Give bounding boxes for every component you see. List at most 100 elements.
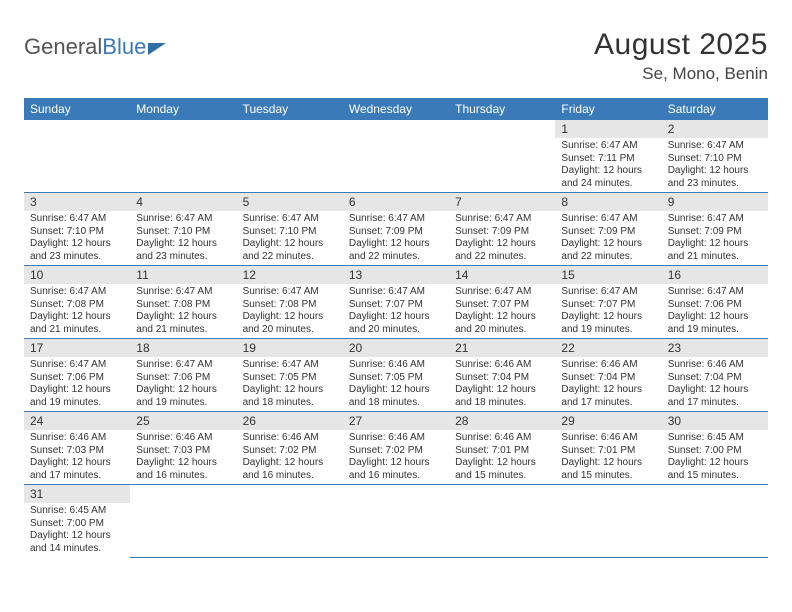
day-number: 19	[237, 339, 343, 357]
day-header: Sunday	[24, 98, 130, 120]
sunrise-line: Sunrise: 6:47 AM	[30, 286, 124, 299]
sunset-line: Sunset: 7:09 PM	[561, 226, 655, 239]
day-number: 14	[449, 266, 555, 284]
calendar-row: 24Sunrise: 6:46 AMSunset: 7:03 PMDayligh…	[24, 412, 768, 485]
sunrise-line: Sunrise: 6:47 AM	[349, 286, 443, 299]
day-number: 25	[130, 412, 236, 430]
sunrise-line: Sunrise: 6:46 AM	[349, 359, 443, 372]
title-block: August 2025 Se, Mono, Benin	[594, 28, 768, 84]
sunrise-line: Sunrise: 6:47 AM	[243, 213, 337, 226]
calendar-cell: 21Sunrise: 6:46 AMSunset: 7:04 PMDayligh…	[449, 339, 555, 412]
day-details: Sunrise: 6:47 AMSunset: 7:07 PMDaylight:…	[555, 284, 661, 338]
day-number: 4	[130, 193, 236, 211]
day-details: Sunrise: 6:45 AMSunset: 7:00 PMDaylight:…	[24, 503, 130, 557]
calendar-row: 17Sunrise: 6:47 AMSunset: 7:06 PMDayligh…	[24, 339, 768, 412]
daylight-line: Daylight: 12 hours and 21 minutes.	[668, 238, 762, 263]
sunrise-line: Sunrise: 6:47 AM	[243, 286, 337, 299]
logo: GeneralBlue	[24, 34, 166, 60]
day-details: Sunrise: 6:46 AMSunset: 7:02 PMDaylight:…	[237, 430, 343, 484]
month-title: August 2025	[594, 28, 768, 62]
sunset-line: Sunset: 7:03 PM	[136, 445, 230, 458]
day-details: Sunrise: 6:47 AMSunset: 7:08 PMDaylight:…	[130, 284, 236, 338]
daylight-line: Daylight: 12 hours and 14 minutes.	[30, 530, 124, 555]
calendar-table: SundayMondayTuesdayWednesdayThursdayFrid…	[24, 98, 768, 558]
day-details: Sunrise: 6:47 AMSunset: 7:09 PMDaylight:…	[555, 211, 661, 265]
day-number: 20	[343, 339, 449, 357]
sunrise-line: Sunrise: 6:47 AM	[561, 286, 655, 299]
calendar-cell-empty	[449, 120, 555, 193]
sunset-line: Sunset: 7:02 PM	[243, 445, 337, 458]
sunset-line: Sunset: 7:08 PM	[30, 299, 124, 312]
daylight-line: Daylight: 12 hours and 21 minutes.	[30, 311, 124, 336]
day-header: Tuesday	[237, 98, 343, 120]
day-details: Sunrise: 6:46 AMSunset: 7:03 PMDaylight:…	[24, 430, 130, 484]
sunrise-line: Sunrise: 6:46 AM	[455, 432, 549, 445]
sunrise-line: Sunrise: 6:47 AM	[243, 359, 337, 372]
sunset-line: Sunset: 7:04 PM	[561, 372, 655, 385]
calendar-cell: 5Sunrise: 6:47 AMSunset: 7:10 PMDaylight…	[237, 193, 343, 266]
daylight-line: Daylight: 12 hours and 22 minutes.	[243, 238, 337, 263]
sunset-line: Sunset: 7:02 PM	[349, 445, 443, 458]
calendar-cell: 22Sunrise: 6:46 AMSunset: 7:04 PMDayligh…	[555, 339, 661, 412]
day-number: 22	[555, 339, 661, 357]
daylight-line: Daylight: 12 hours and 20 minutes.	[349, 311, 443, 336]
daylight-line: Daylight: 12 hours and 20 minutes.	[243, 311, 337, 336]
day-details: Sunrise: 6:47 AMSunset: 7:05 PMDaylight:…	[237, 357, 343, 411]
day-details: Sunrise: 6:47 AMSunset: 7:08 PMDaylight:…	[24, 284, 130, 338]
sunset-line: Sunset: 7:00 PM	[30, 518, 124, 531]
sunset-line: Sunset: 7:07 PM	[349, 299, 443, 312]
sunset-line: Sunset: 7:08 PM	[243, 299, 337, 312]
daylight-line: Daylight: 12 hours and 21 minutes.	[136, 311, 230, 336]
day-number: 17	[24, 339, 130, 357]
day-details: Sunrise: 6:47 AMSunset: 7:10 PMDaylight:…	[662, 138, 768, 192]
daylight-line: Daylight: 12 hours and 23 minutes.	[30, 238, 124, 263]
sunrise-line: Sunrise: 6:46 AM	[243, 432, 337, 445]
sunset-line: Sunset: 7:06 PM	[30, 372, 124, 385]
day-number: 1	[555, 120, 661, 138]
day-number: 12	[237, 266, 343, 284]
sunrise-line: Sunrise: 6:45 AM	[668, 432, 762, 445]
calendar-cell: 6Sunrise: 6:47 AMSunset: 7:09 PMDaylight…	[343, 193, 449, 266]
day-details: Sunrise: 6:47 AMSunset: 7:10 PMDaylight:…	[24, 211, 130, 265]
calendar-cell: 23Sunrise: 6:46 AMSunset: 7:04 PMDayligh…	[662, 339, 768, 412]
day-header: Thursday	[449, 98, 555, 120]
day-number: 8	[555, 193, 661, 211]
day-number: 31	[24, 485, 130, 503]
sunrise-line: Sunrise: 6:47 AM	[349, 213, 443, 226]
sunrise-line: Sunrise: 6:47 AM	[136, 213, 230, 226]
calendar-cell: 28Sunrise: 6:46 AMSunset: 7:01 PMDayligh…	[449, 412, 555, 485]
day-number: 24	[24, 412, 130, 430]
daylight-line: Daylight: 12 hours and 17 minutes.	[30, 457, 124, 482]
sunrise-line: Sunrise: 6:47 AM	[136, 286, 230, 299]
daylight-line: Daylight: 12 hours and 16 minutes.	[243, 457, 337, 482]
sunset-line: Sunset: 7:04 PM	[455, 372, 549, 385]
sunrise-line: Sunrise: 6:46 AM	[30, 432, 124, 445]
sunrise-line: Sunrise: 6:47 AM	[455, 286, 549, 299]
sunrise-line: Sunrise: 6:47 AM	[668, 286, 762, 299]
sunrise-line: Sunrise: 6:46 AM	[455, 359, 549, 372]
day-number: 28	[449, 412, 555, 430]
daylight-line: Daylight: 12 hours and 24 minutes.	[561, 165, 655, 190]
sunset-line: Sunset: 7:06 PM	[136, 372, 230, 385]
calendar-cell: 8Sunrise: 6:47 AMSunset: 7:09 PMDaylight…	[555, 193, 661, 266]
day-header: Wednesday	[343, 98, 449, 120]
calendar-cell: 20Sunrise: 6:46 AMSunset: 7:05 PMDayligh…	[343, 339, 449, 412]
daylight-line: Daylight: 12 hours and 20 minutes.	[455, 311, 549, 336]
day-number: 27	[343, 412, 449, 430]
sail-icon	[148, 43, 166, 55]
sunset-line: Sunset: 7:07 PM	[561, 299, 655, 312]
calendar-cell: 27Sunrise: 6:46 AMSunset: 7:02 PMDayligh…	[343, 412, 449, 485]
calendar-cell: 30Sunrise: 6:45 AMSunset: 7:00 PMDayligh…	[662, 412, 768, 485]
day-header: Friday	[555, 98, 661, 120]
calendar-cell: 29Sunrise: 6:46 AMSunset: 7:01 PMDayligh…	[555, 412, 661, 485]
day-number: 7	[449, 193, 555, 211]
day-details: Sunrise: 6:47 AMSunset: 7:08 PMDaylight:…	[237, 284, 343, 338]
day-details: Sunrise: 6:47 AMSunset: 7:10 PMDaylight:…	[130, 211, 236, 265]
calendar-cell: 12Sunrise: 6:47 AMSunset: 7:08 PMDayligh…	[237, 266, 343, 339]
calendar-cell-empty	[130, 120, 236, 193]
daylight-line: Daylight: 12 hours and 23 minutes.	[668, 165, 762, 190]
calendar-cell: 11Sunrise: 6:47 AMSunset: 7:08 PMDayligh…	[130, 266, 236, 339]
calendar-cell-empty	[237, 120, 343, 193]
day-details: Sunrise: 6:47 AMSunset: 7:11 PMDaylight:…	[555, 138, 661, 192]
daylight-line: Daylight: 12 hours and 15 minutes.	[455, 457, 549, 482]
